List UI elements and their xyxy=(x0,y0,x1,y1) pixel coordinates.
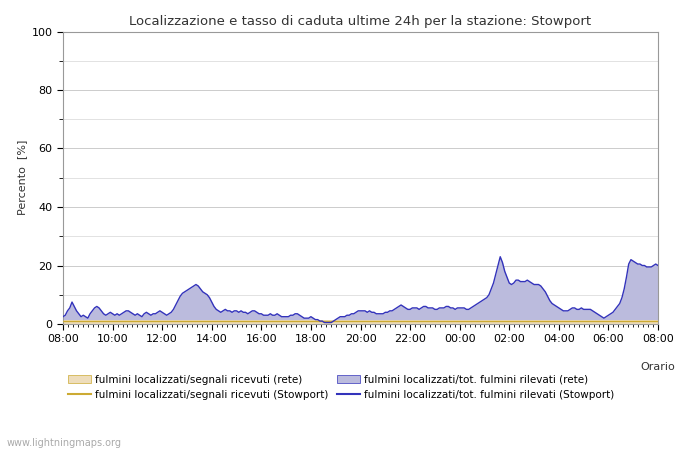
Text: www.lightningmaps.org: www.lightningmaps.org xyxy=(7,438,122,448)
Title: Localizzazione e tasso di caduta ultime 24h per la stazione: Stowport: Localizzazione e tasso di caduta ultime … xyxy=(130,14,592,27)
Text: Orario: Orario xyxy=(640,362,676,372)
Legend: fulmini localizzati/segnali ricevuti (rete), fulmini localizzati/segnali ricevut: fulmini localizzati/segnali ricevuti (re… xyxy=(68,374,615,400)
Y-axis label: Percento  [%]: Percento [%] xyxy=(18,140,27,216)
